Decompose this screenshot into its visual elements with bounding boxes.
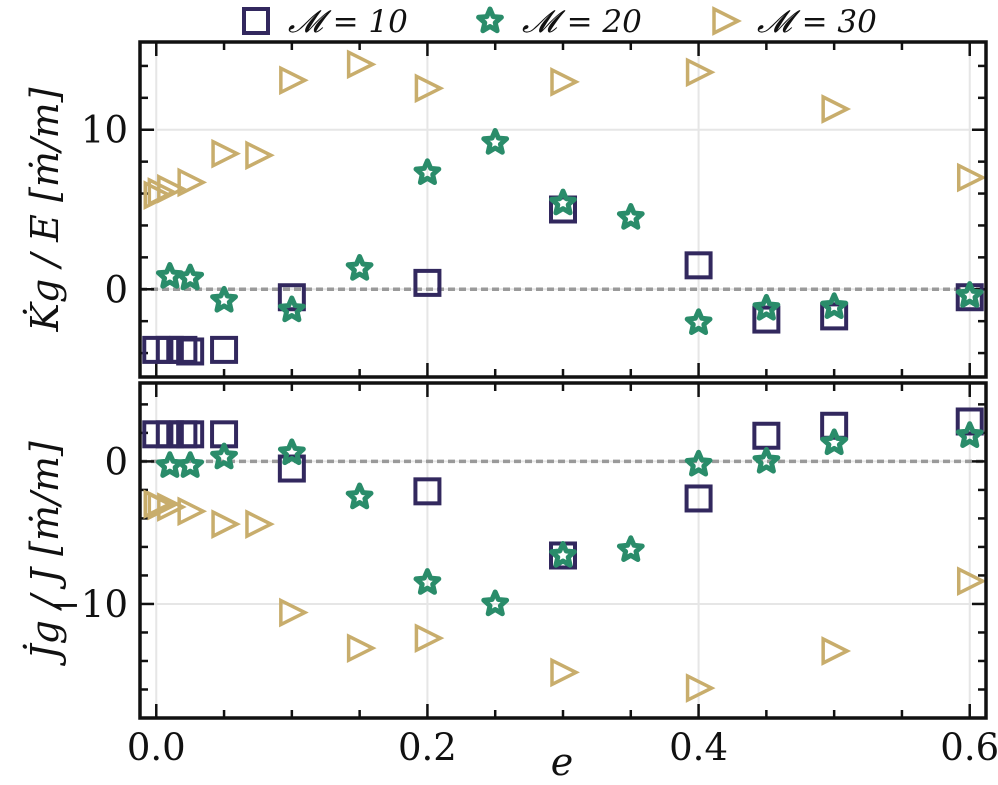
legend-label: 𝓜 = 30 xyxy=(757,4,877,40)
series-triangle-right xyxy=(143,489,987,703)
data-point xyxy=(550,657,580,688)
data-point xyxy=(413,568,442,595)
data-point xyxy=(616,535,645,562)
data-point xyxy=(955,421,984,448)
data-point xyxy=(176,263,205,291)
data-point xyxy=(821,636,852,666)
data-point xyxy=(413,477,442,506)
data-point xyxy=(277,283,306,312)
data-point xyxy=(820,428,849,456)
data-point xyxy=(752,293,781,321)
data-point xyxy=(685,673,716,703)
data-point xyxy=(345,254,374,281)
data-point xyxy=(752,446,781,474)
data-point xyxy=(752,421,781,450)
data-point xyxy=(177,496,208,527)
series-star xyxy=(155,421,984,617)
x-tick-label: 0.2 xyxy=(398,726,457,769)
legend-item: 𝓜 = 20 xyxy=(476,4,642,40)
data-point xyxy=(345,482,374,510)
legend-item: 𝓜 = 10 xyxy=(242,4,408,40)
data-point xyxy=(820,302,849,331)
data-point xyxy=(752,305,781,334)
y-tick-label: 0 xyxy=(104,440,128,483)
data-point xyxy=(549,188,577,216)
y-tick-label: 0 xyxy=(104,268,128,311)
data-point xyxy=(481,128,510,155)
data-point xyxy=(550,67,580,97)
y-axis-label: J̇g / J [ṁ/m] xyxy=(23,441,67,667)
data-point xyxy=(956,162,987,193)
series-square xyxy=(142,195,984,366)
legend-label: 𝓜 = 20 xyxy=(522,4,642,40)
data-point xyxy=(279,597,309,628)
data-point xyxy=(820,411,849,440)
data-point xyxy=(147,490,178,521)
data-point xyxy=(684,449,713,477)
data-point xyxy=(616,203,645,230)
data-point xyxy=(210,285,238,313)
data-point xyxy=(549,541,577,568)
data-point xyxy=(155,451,184,478)
legend-marker xyxy=(476,6,504,34)
series-star xyxy=(155,128,984,335)
legend: 𝓜 = 10 𝓜 = 20 𝓜 = 30 xyxy=(242,4,877,40)
data-point xyxy=(346,49,377,80)
x-tick-label: 0.4 xyxy=(669,726,728,769)
y-axis-label: K̇g / E [ṁ/m] xyxy=(23,87,67,332)
plot-frame xyxy=(138,381,988,720)
data-point xyxy=(211,138,241,169)
data-point xyxy=(277,295,306,323)
legend-marker xyxy=(712,6,742,36)
data-point xyxy=(245,140,275,171)
data-point xyxy=(176,337,205,366)
data-point xyxy=(210,335,239,364)
data-point xyxy=(684,484,713,513)
data-point xyxy=(277,438,306,466)
y-tick-label: 10 xyxy=(81,109,128,152)
top-panel: 0 10 K̇g / E [ṁ/m] xyxy=(23,40,988,379)
data-point xyxy=(955,407,984,436)
data-point xyxy=(684,308,713,335)
data-point xyxy=(956,566,987,596)
x-axis-label: e xyxy=(551,740,574,784)
data-point xyxy=(157,492,187,522)
data-point xyxy=(245,509,275,539)
x-tick-label: 0.0 xyxy=(127,726,186,769)
legend-marker xyxy=(242,7,270,35)
data-point xyxy=(414,623,445,654)
data-point xyxy=(176,451,205,478)
data-point xyxy=(211,509,241,539)
bottom-panel: 0 −10 0.0 0.2 0.4 0.6 J̇g / J [ṁ/m] xyxy=(23,381,998,769)
data-point xyxy=(177,167,208,198)
data-point xyxy=(955,281,984,308)
data-point xyxy=(821,94,852,124)
data-point xyxy=(481,589,510,617)
data-point xyxy=(176,420,205,449)
y-tick-label: −10 xyxy=(50,583,128,626)
legend-label: 𝓜 = 10 xyxy=(288,4,408,40)
data-point xyxy=(413,268,442,297)
series-triangle-right xyxy=(143,49,987,210)
data-point xyxy=(279,65,309,96)
data-point xyxy=(157,173,187,204)
data-point xyxy=(685,57,716,88)
data-point xyxy=(414,73,445,104)
data-point xyxy=(346,633,377,663)
data-point xyxy=(820,292,849,319)
plot-frame xyxy=(138,40,988,379)
legend-item: 𝓜 = 30 xyxy=(712,4,877,40)
data-point xyxy=(413,158,442,185)
data-point xyxy=(210,442,238,470)
x-tick-label: 0.6 xyxy=(940,726,998,769)
data-point xyxy=(684,251,713,280)
